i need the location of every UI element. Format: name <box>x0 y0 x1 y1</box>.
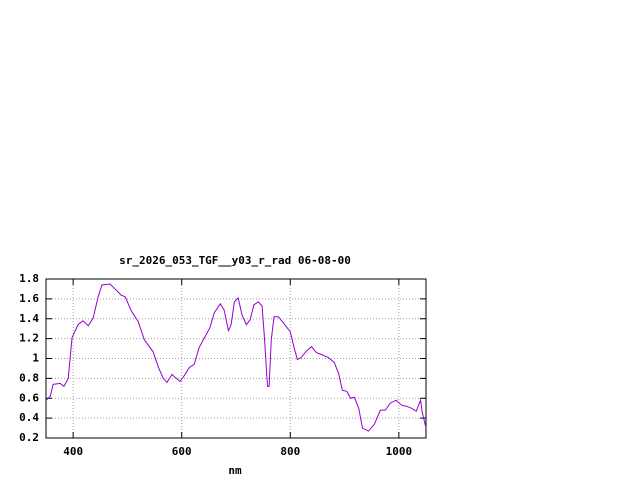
y-tick-label: 0.6 <box>19 391 39 404</box>
y-tick-label: 0.2 <box>19 431 39 444</box>
x-tick-label: 1000 <box>386 445 413 458</box>
data-line <box>45 283 427 432</box>
y-tick-label: 1.2 <box>19 332 39 345</box>
y-tick-label: 0.8 <box>19 371 39 384</box>
y-tick-label: 1 <box>32 352 39 365</box>
x-tick-label: 800 <box>280 445 300 458</box>
chart-title: sr_2026_053_TGF__y03_r_rad 06-08-00 <box>119 254 351 267</box>
x-tick-label: 400 <box>63 445 83 458</box>
y-tick-label: 1.8 <box>19 272 39 285</box>
y-tick-label: 1.6 <box>19 292 39 305</box>
plot-frame <box>45 278 427 439</box>
y-tick-label: 0.4 <box>19 411 39 424</box>
x-axis-label: nm <box>228 464 242 477</box>
y-tick-label: 1.4 <box>19 312 39 325</box>
x-tick-label: 600 <box>172 445 192 458</box>
